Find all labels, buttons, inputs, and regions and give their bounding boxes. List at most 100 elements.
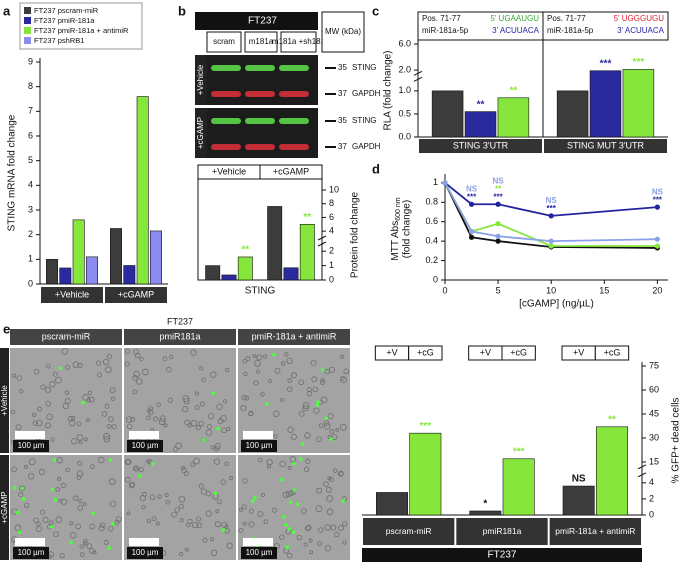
cell	[133, 349, 139, 355]
gfp-cell	[91, 511, 95, 516]
cell	[23, 502, 30, 509]
cell	[248, 508, 254, 514]
cell	[243, 371, 248, 377]
cell	[242, 521, 247, 526]
cell	[266, 458, 273, 466]
cell	[224, 524, 229, 529]
cell	[313, 407, 320, 414]
cell	[285, 490, 292, 497]
cell	[45, 363, 51, 369]
category-label: +Vehicle	[212, 166, 246, 176]
cell	[149, 494, 156, 500]
cell	[241, 394, 247, 401]
significance: **	[303, 212, 311, 223]
significance: **	[608, 414, 616, 425]
cell	[125, 459, 132, 465]
scale-bar	[243, 431, 273, 439]
cell	[166, 366, 172, 373]
y-axis-title-sub: 600 nm	[395, 197, 402, 221]
column-label: pscram-miR	[42, 331, 91, 341]
gfp-cell	[213, 491, 218, 496]
scale-label: 100 µm	[18, 548, 45, 557]
cell	[64, 398, 71, 404]
cell	[65, 364, 71, 370]
bar	[267, 206, 283, 281]
band	[245, 65, 275, 71]
band	[279, 118, 309, 124]
cell	[207, 413, 215, 420]
legend-swatch	[24, 17, 31, 24]
cell	[72, 361, 80, 368]
gfp-cell	[250, 499, 255, 503]
legend-swatch	[24, 27, 31, 34]
cell	[39, 509, 45, 515]
gfp-cell	[107, 546, 111, 550]
point	[468, 201, 475, 207]
cell	[324, 545, 332, 552]
cell	[315, 505, 323, 513]
row-label: +cGAMP	[0, 491, 9, 523]
gfp-cell	[287, 527, 291, 531]
cell	[191, 522, 199, 529]
x-axis-title: FT237	[488, 550, 517, 561]
y-tick-label: 30	[649, 432, 659, 442]
axis-break	[637, 464, 647, 470]
cell	[284, 352, 289, 357]
gfp-cell	[320, 368, 325, 372]
x-axis-title: STING	[245, 286, 276, 297]
cell	[87, 390, 93, 396]
category-box	[456, 518, 548, 545]
cell	[105, 366, 112, 373]
blot-image	[207, 55, 318, 105]
cell	[56, 457, 63, 464]
significance: ***	[633, 57, 645, 68]
point	[548, 238, 554, 244]
cell	[28, 458, 36, 466]
bar	[59, 267, 72, 285]
category-box	[419, 139, 542, 153]
point	[495, 238, 501, 244]
cell	[273, 434, 278, 439]
cell	[114, 519, 120, 525]
protein-label: STING	[352, 116, 376, 125]
cell	[141, 505, 146, 510]
category-label: +cGAMP	[118, 289, 154, 299]
cell	[55, 487, 61, 492]
cell	[88, 396, 95, 403]
cell	[190, 349, 197, 356]
cell	[178, 551, 184, 557]
scale-bar	[15, 431, 45, 439]
cell	[248, 411, 254, 417]
cell	[331, 434, 338, 441]
gfp-cell	[316, 400, 321, 404]
cell	[76, 475, 82, 480]
cell	[126, 511, 131, 516]
y-tick-label: 10	[329, 184, 339, 194]
cell	[213, 458, 221, 465]
cell	[279, 534, 285, 540]
cell	[115, 516, 122, 523]
legend-label: FT237 pmiR-181a	[34, 16, 95, 25]
band	[211, 65, 241, 71]
cell	[159, 415, 167, 422]
cell	[286, 552, 293, 559]
cell	[220, 479, 227, 485]
gfp-cell	[81, 400, 85, 405]
cell	[110, 500, 117, 507]
cell	[216, 403, 223, 410]
gfp-cell	[341, 499, 345, 503]
cell	[86, 398, 91, 403]
cell	[260, 492, 266, 498]
cell	[184, 547, 189, 552]
point	[495, 221, 501, 227]
cell	[256, 354, 263, 361]
legend-label: FT237 pmiR-181a + antimiR	[34, 26, 129, 35]
condition-label: +cGAMP	[196, 117, 205, 149]
cell	[305, 458, 311, 464]
cell	[318, 527, 324, 533]
header-pos: Pos. 71-77	[547, 14, 586, 23]
point	[548, 243, 554, 249]
y-tick-label: 2.0	[398, 64, 411, 74]
scale-bar	[129, 431, 159, 439]
cell	[323, 481, 329, 487]
